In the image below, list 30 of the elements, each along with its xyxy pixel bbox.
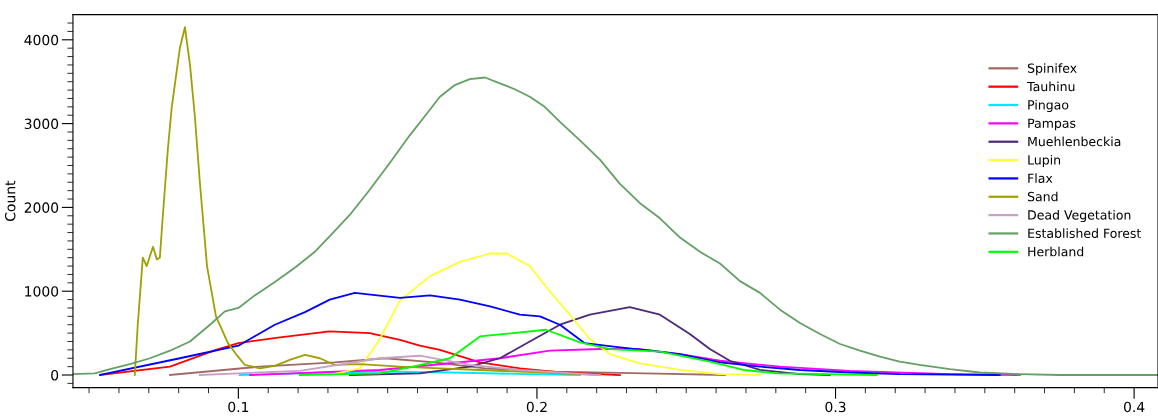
line-series [348,306,831,376]
x-tick-label: 0.2 [526,401,547,413]
y-tick-label: 3000 [24,118,59,130]
y-axis-title: Count [4,180,16,221]
x-tick-label: 0.1 [228,401,249,413]
line-series [328,252,761,376]
legend-label: Pampas [1028,118,1076,131]
line-series [99,291,1001,376]
line-series [198,354,601,376]
line-series [72,76,1158,376]
x-tick-label: 0.3 [825,401,846,413]
legend-label: Dead Vegetation [1028,209,1131,223]
line-series [298,328,878,376]
y-tick-label: 0 [51,369,59,381]
legend-label: Tauhinu [1027,81,1075,92]
legend-label: Established Forest [1028,228,1142,239]
line-series [99,330,621,376]
legend-label: Muehlenbeckia [1028,136,1121,147]
line-series [249,348,1021,376]
legend-label: Herbland [1028,246,1084,257]
line-series [169,357,726,376]
y-tick-label: 4000 [24,34,59,46]
legend-label: Sand [1027,191,1058,202]
legend-label: Pingao [1028,99,1069,112]
y-tick-label: 2000 [24,202,59,213]
x-tick-label: 0.4 [1123,401,1145,413]
legend-label: Flax [1028,173,1053,183]
y-tick-label: 1000 [25,286,59,297]
legend-label: Lupin [1028,154,1061,168]
legend-label: Spinifex [1027,63,1077,76]
